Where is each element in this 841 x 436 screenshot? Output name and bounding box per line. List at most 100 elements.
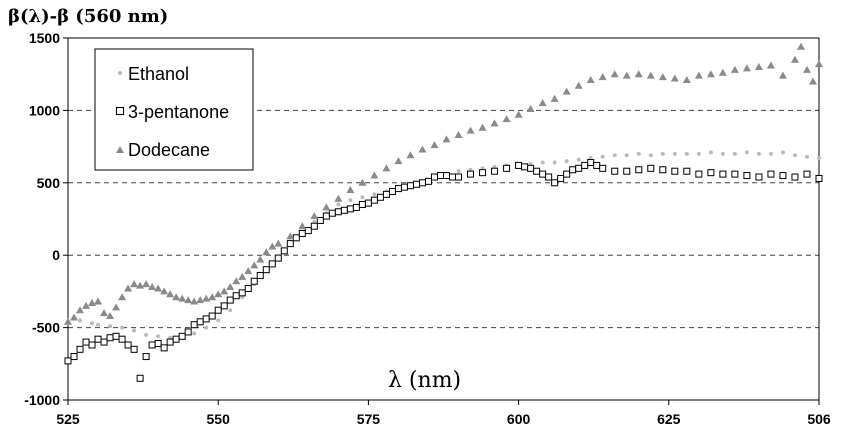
dodecane-point [610, 70, 619, 78]
dodecane-point [430, 141, 439, 149]
3-pentanone-point [256, 271, 264, 279]
3-pentanone-point [340, 206, 348, 214]
ethanol-point [156, 334, 161, 339]
dodecane-point [298, 222, 307, 230]
3-pentanone-point [352, 203, 360, 211]
dodecane-point [100, 309, 109, 317]
3-pentanone-point [623, 167, 631, 175]
3-pentanone-point [148, 341, 156, 349]
dodecane-point [796, 42, 805, 50]
3-pentanone-point [635, 166, 643, 174]
dodecane-point [76, 306, 85, 314]
3-pentanone-point [467, 170, 475, 178]
dodecane-point [136, 281, 145, 289]
3-pentanone-point [76, 345, 84, 353]
dodecane-point [730, 65, 739, 73]
3-pentanone-point [575, 164, 583, 172]
dodecane-point [286, 232, 295, 240]
ethanol-point [708, 150, 713, 155]
3-pentanone-point [599, 164, 607, 172]
dodecane-point [694, 71, 703, 79]
3-pentanone-point [364, 199, 372, 207]
series-3-pentanone [64, 159, 823, 382]
y-tick-label: -1000 [24, 392, 60, 408]
legend-label-dodecane: Dodecane [128, 140, 210, 160]
3-pentanone-point [322, 212, 330, 220]
y-tick-label: -500 [32, 320, 60, 336]
dodecane-point [526, 104, 535, 112]
ethanol-point [144, 332, 149, 337]
3-pentanone-point [539, 170, 547, 178]
3-pentanone-point [779, 172, 787, 180]
3-pentanone-point [533, 167, 541, 175]
ethanol-point [336, 202, 341, 207]
dodecane-point [166, 290, 175, 298]
3-pentanone-point [671, 167, 679, 175]
ethanol-point [576, 157, 581, 162]
3-pentanone-point [196, 318, 204, 326]
ethanol-point [204, 325, 209, 330]
y-tick-label: 1000 [29, 102, 60, 118]
dodecane-point [466, 126, 475, 134]
dodecane-point [106, 312, 115, 320]
3-pentanone-point [515, 161, 523, 169]
dodecane-point [172, 293, 181, 301]
ethanol-point [672, 151, 677, 156]
gridlines [68, 109, 819, 329]
plot-area-border [67, 37, 820, 401]
ethanol-point [228, 308, 233, 313]
3-pentanone-point [220, 302, 228, 310]
3-pentanone-point [557, 174, 565, 182]
3-pentanone-point [424, 177, 432, 185]
3-pentanone-point [160, 344, 168, 352]
dodecane-point [130, 280, 139, 288]
series-layer [64, 42, 823, 382]
3-pentanone-point [659, 166, 667, 174]
3-pentanone-point [190, 321, 198, 329]
3-pentanone-point [202, 315, 210, 323]
ethanol-point [768, 151, 773, 156]
ethanol-point [817, 156, 821, 161]
3-pentanone-point [250, 277, 258, 285]
dodecane-point [208, 293, 217, 301]
dodecane-point [358, 178, 367, 186]
3-pentanone-point [593, 161, 601, 169]
3-pentanone-point [551, 179, 559, 187]
3-pentanone-point [268, 260, 276, 268]
dodecane-point [574, 81, 583, 89]
3-pentanone-point [803, 170, 811, 178]
3-pentanone-point [400, 183, 408, 191]
x-tick-label: 525 [56, 411, 80, 427]
3-pentanone-point [166, 338, 174, 346]
x-tick-label: 625 [657, 411, 681, 427]
3-pentanone-point [88, 341, 96, 349]
3-pentanone-point [647, 164, 655, 172]
dodecane-point [262, 248, 271, 256]
3-pentanone-point [214, 306, 222, 314]
ethanol-point [648, 153, 653, 158]
3-pentanone-point [683, 167, 691, 175]
ethanol-point [132, 328, 137, 333]
ethanol-point [78, 318, 83, 323]
dodecane-point [64, 317, 72, 325]
3-pentanone-point [376, 193, 384, 201]
dodecane-marker-icon [116, 146, 124, 153]
3-pentanone-point [136, 374, 144, 382]
3-pentanone-point [100, 338, 108, 346]
3-pentanone-point [262, 266, 270, 274]
3-pentanone-point [503, 164, 511, 172]
dodecane-point [124, 284, 133, 292]
3-pentanone-point [292, 234, 300, 242]
3-pentanone-point [545, 173, 553, 181]
3-pentanone-point [226, 296, 234, 304]
3-pentanone-point [755, 173, 763, 181]
3-pentanone-point [443, 172, 451, 180]
3-pentanone-point [743, 172, 751, 180]
3-pentanone-point [334, 208, 342, 216]
3-pentanone-point [370, 196, 378, 204]
dodecane-point [550, 94, 559, 102]
dodecane-point [490, 119, 499, 127]
3-pentanone-point [70, 353, 78, 361]
dodecane-point [112, 303, 121, 311]
x-axis-ticks: 525 550 575 600 625 506 [56, 400, 831, 427]
